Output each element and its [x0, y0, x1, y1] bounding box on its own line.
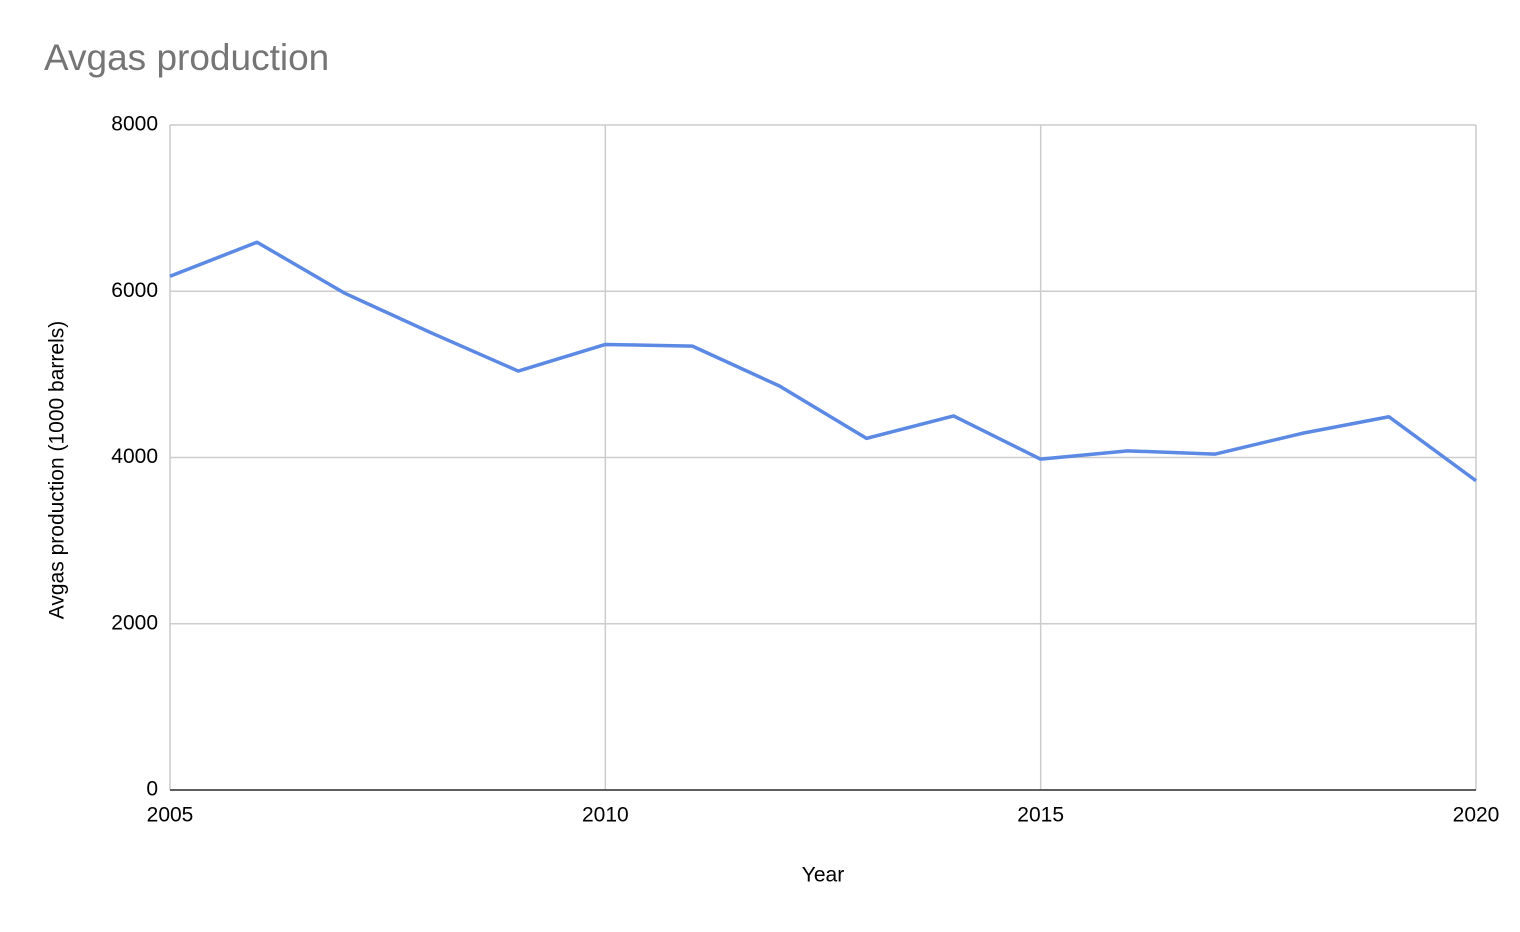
x-tick-label: 2020 [1453, 804, 1500, 827]
y-tick-label: 0 [146, 778, 158, 801]
chart-title: Avgas production [44, 37, 329, 78]
y-axis-label: Avgas production (1000 barrels) [46, 321, 69, 619]
x-tick-label: 2015 [1017, 804, 1064, 827]
y-tick-label: 8000 [111, 113, 158, 136]
line-series [169, 240, 1478, 483]
x-axis-label: Year [802, 864, 844, 887]
y-tick-label: 6000 [111, 279, 158, 302]
y-tick-label: 2000 [111, 611, 158, 634]
x-tick-label: 2005 [147, 804, 194, 827]
x-tick-label: 2010 [582, 804, 629, 827]
y-tick-label: 4000 [111, 445, 158, 468]
